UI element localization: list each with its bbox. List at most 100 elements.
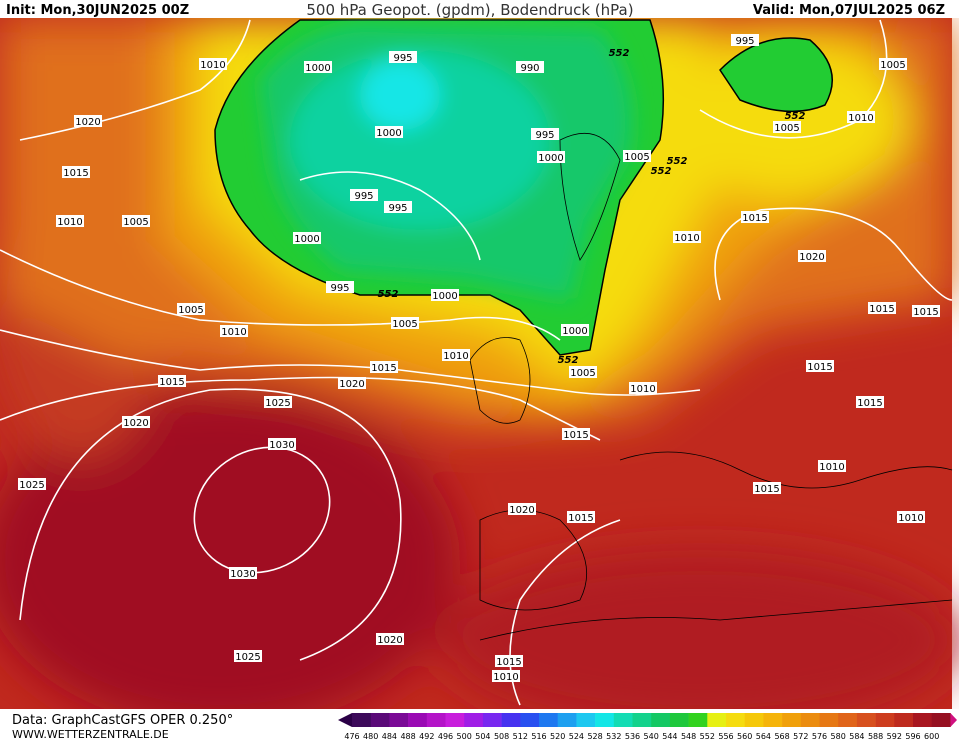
contour-label: 1005	[178, 305, 203, 316]
label-box	[495, 655, 523, 667]
contour-label: 1005	[624, 152, 649, 163]
colorbar-swatch	[613, 713, 633, 727]
contour-label: 1030	[230, 569, 255, 580]
coastlines	[469, 132, 953, 641]
label-box	[74, 115, 102, 127]
label-box	[18, 478, 46, 490]
colorbar-swatch	[894, 713, 914, 727]
colorbar-swatch	[632, 713, 652, 727]
label-box	[264, 396, 292, 408]
colorbar-label: 560	[737, 732, 752, 741]
colorbar-label: 516	[531, 732, 546, 741]
contour-label: 1005	[123, 217, 148, 228]
label-box	[442, 349, 470, 361]
contour-label: 1020	[339, 379, 364, 390]
colorbar-label: 600	[924, 732, 939, 741]
contour-label: 1020	[123, 418, 148, 429]
label-box	[847, 111, 875, 123]
contour-label: 1030	[269, 440, 294, 451]
colorbar-label: 528	[587, 732, 602, 741]
contour-label: 1010	[674, 233, 699, 244]
label-box	[753, 482, 781, 494]
colorbar-label: 504	[475, 732, 490, 741]
contour-label: 552	[667, 156, 688, 167]
colorbar-swatch	[707, 713, 727, 727]
contour-label: 1015	[568, 513, 593, 524]
label-box	[537, 151, 565, 163]
contour-label: 552	[378, 289, 399, 300]
site: WWW.WETTERZENTRALE.DE	[12, 728, 169, 741]
colorbar-swatch	[464, 713, 484, 727]
colorbar-label: 576	[812, 732, 827, 741]
contour-label: 1020	[75, 117, 100, 128]
colorbar-label: 564	[756, 732, 771, 741]
label-box	[897, 511, 925, 523]
contour-label: 1005	[880, 60, 905, 71]
colorbar-label: 496	[438, 732, 453, 741]
contour-label: 995	[330, 283, 349, 294]
colorbar-label: 520	[550, 732, 565, 741]
label-box	[229, 567, 257, 579]
map-title: 500 hPa Geopot. (gpdm), Bodendruck (hPa)	[306, 1, 633, 19]
colorbar-label: 544	[662, 732, 677, 741]
label-box	[879, 58, 907, 70]
contour-label: 552	[651, 166, 672, 177]
label-box	[326, 281, 354, 293]
contour-label: 1015	[496, 657, 521, 668]
colorbar-label: 492	[419, 732, 434, 741]
label-box	[220, 325, 248, 337]
label-box	[62, 166, 90, 178]
label-box	[199, 58, 227, 70]
label-box	[741, 211, 769, 223]
label-box	[376, 633, 404, 645]
contour-label: 1015	[63, 168, 88, 179]
contour-label: 1015	[807, 362, 832, 373]
contour-label: 1015	[159, 377, 184, 388]
colorbar-label: 588	[868, 732, 883, 741]
colorbar-swatch	[408, 713, 428, 727]
label-box	[375, 126, 403, 138]
label-box	[293, 232, 321, 244]
contour-label: 1015	[869, 304, 894, 315]
colorbar-swatch	[445, 713, 465, 727]
colorbar-label: 540	[644, 732, 659, 741]
contour-label: 1020	[509, 505, 534, 516]
label-box	[56, 215, 84, 227]
colorbar-label: 592	[887, 732, 902, 741]
colorbar-swatch	[595, 713, 615, 727]
label-box	[122, 215, 150, 227]
colorbar-label: 536	[625, 732, 640, 741]
contour-label: 995	[735, 36, 754, 47]
contour-label: 552	[558, 355, 579, 366]
contour-label: 1015	[754, 484, 779, 495]
colorbar-swatch	[838, 713, 858, 727]
contour-label: 1020	[799, 252, 824, 263]
label-box	[673, 231, 701, 243]
valid-time: Valid: Mon,07JUL2025 06Z	[753, 3, 945, 18]
label-box	[629, 382, 657, 394]
label-box	[562, 428, 590, 440]
header-bar	[0, 0, 959, 18]
colorbar-swatch	[669, 713, 689, 727]
contour-label: 995	[354, 191, 373, 202]
contour-label: 1005	[392, 319, 417, 330]
colorbar-swatch	[539, 713, 558, 727]
colorbar-swatch	[856, 713, 876, 727]
colorbar-swatch	[726, 713, 745, 727]
colorbar-swatch	[557, 713, 577, 727]
label-box	[569, 366, 597, 378]
colorbar-label: 484	[382, 732, 397, 741]
colorbar-swatch	[800, 713, 820, 727]
label-box	[389, 51, 417, 63]
colorbar-swatch	[651, 713, 671, 727]
label-box	[561, 324, 589, 336]
contour-label: 1025	[265, 398, 290, 409]
colorbar-label: 548	[681, 732, 696, 741]
colorbar-swatch	[576, 713, 596, 727]
contour-label: 1000	[432, 291, 457, 302]
contour-label: 1010	[630, 384, 655, 395]
contour-label: 1010	[819, 462, 844, 473]
field	[0, 18, 959, 730]
contour-label: 1000	[294, 234, 319, 245]
init-time: Init: Mon,30JUN2025 00Z	[6, 3, 189, 18]
